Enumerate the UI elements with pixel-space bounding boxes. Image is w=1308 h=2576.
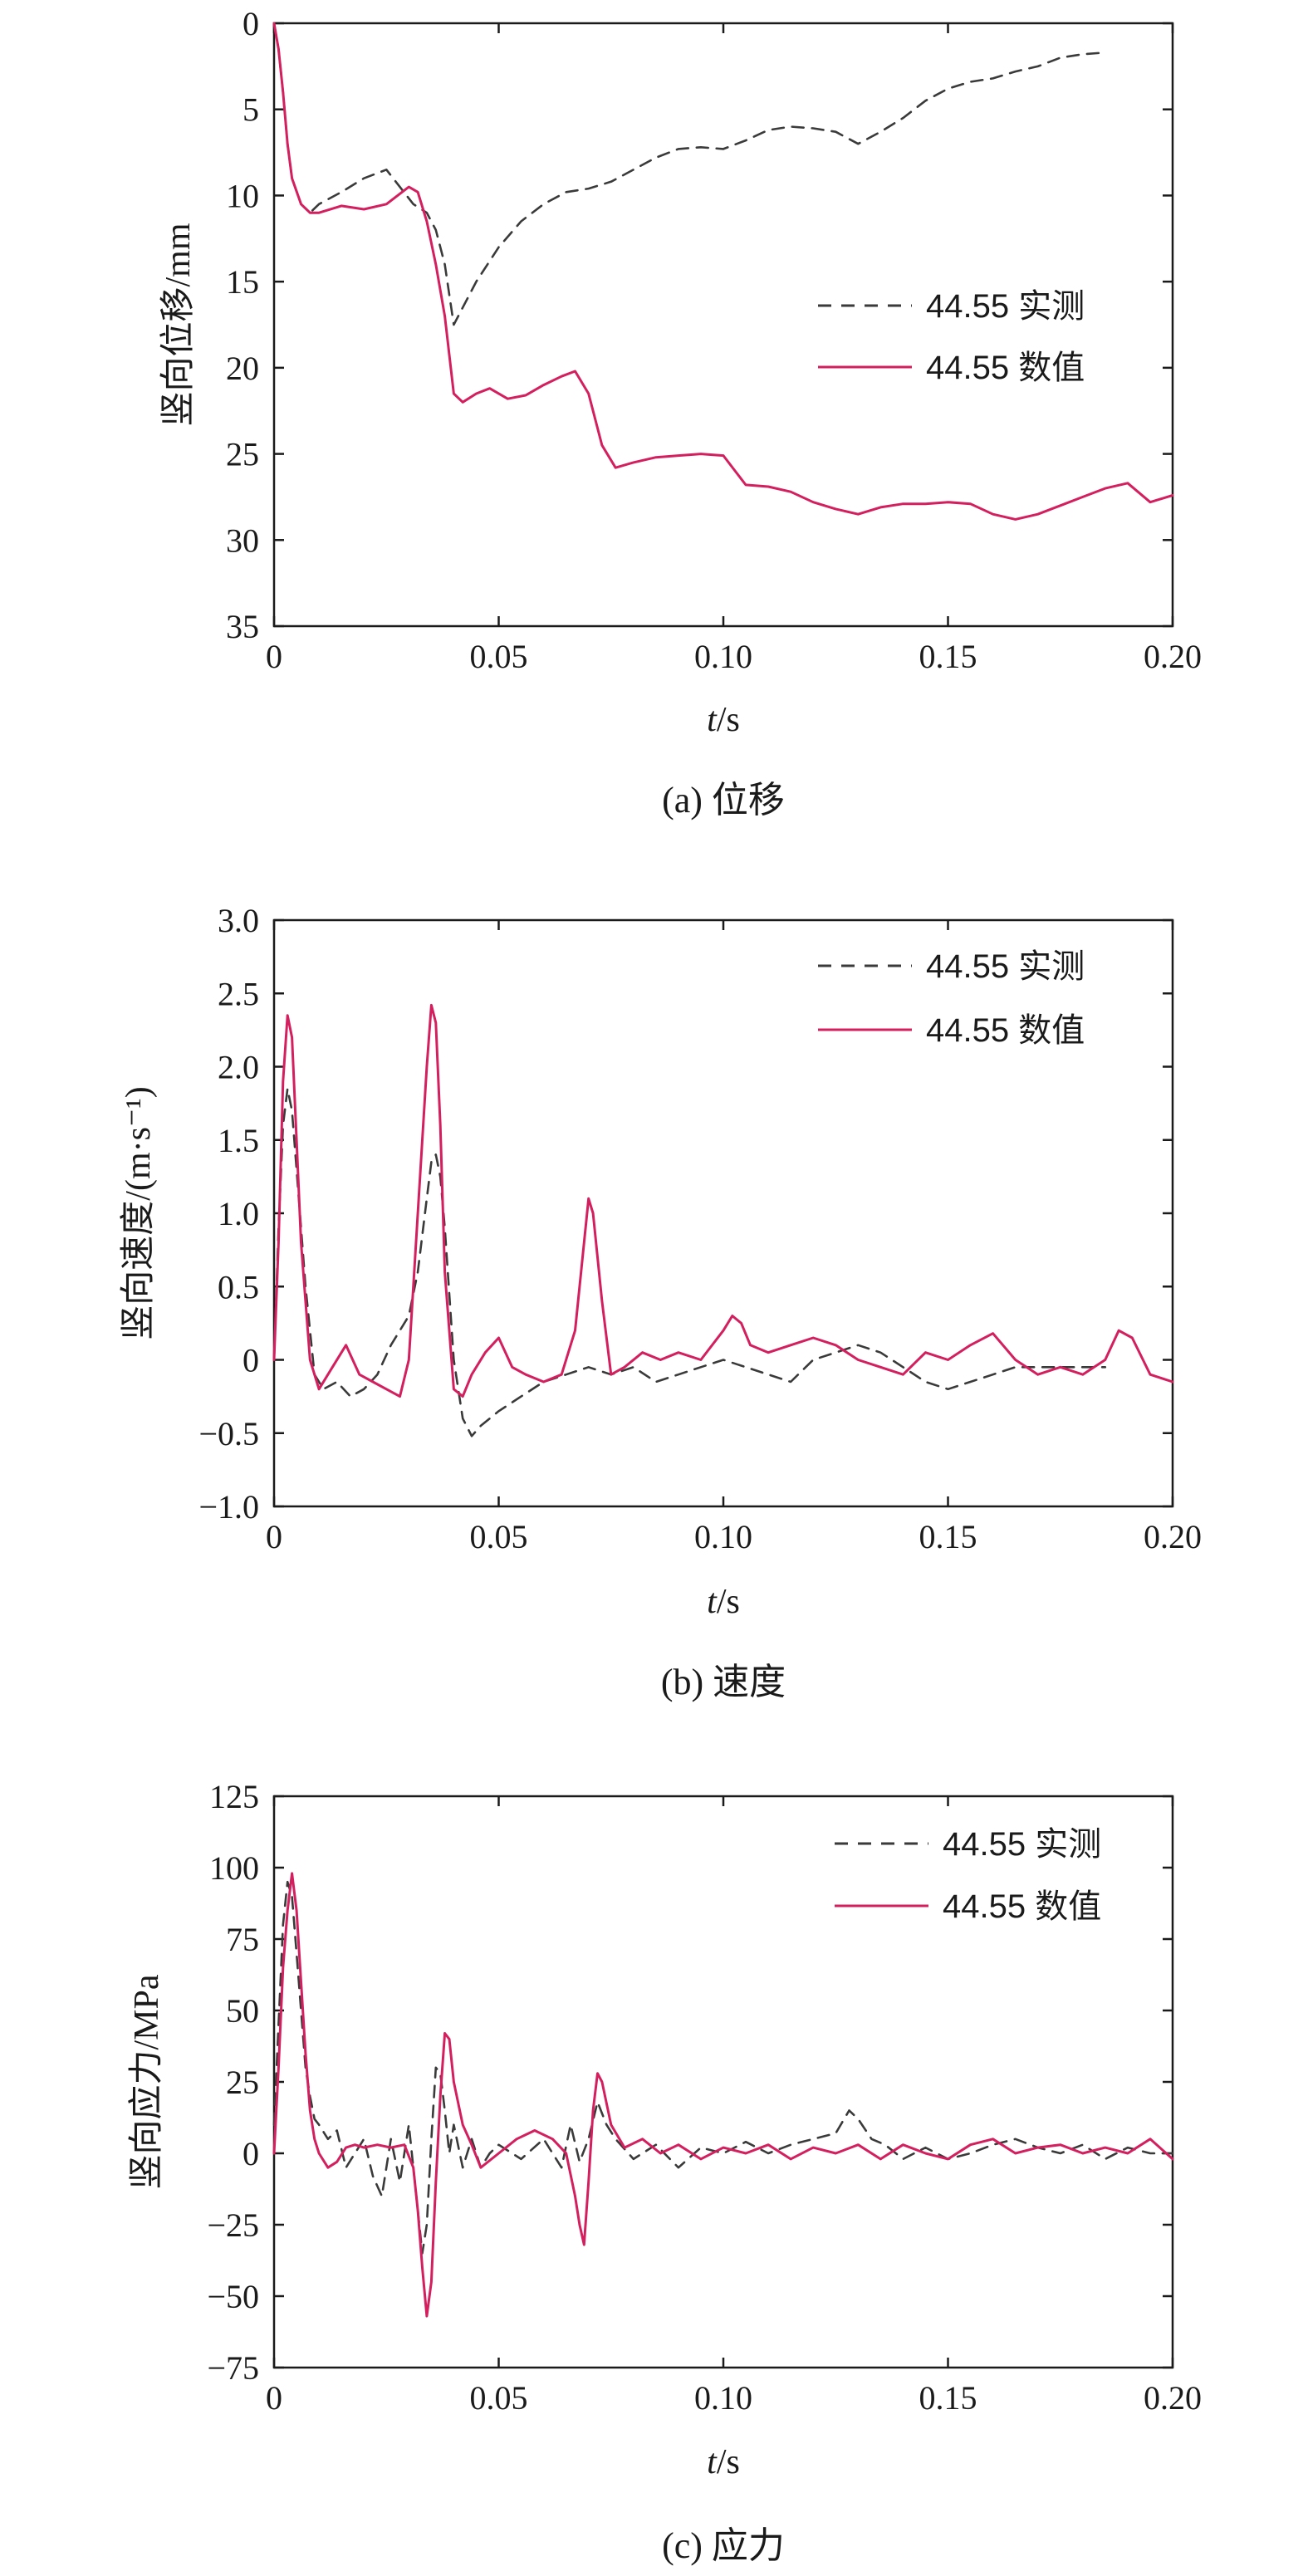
tick-marks (272, 918, 1174, 1508)
series-measured-line (272, 22, 1107, 326)
y-axis-title: 竖向位移/mm (159, 223, 198, 426)
plot-frame (272, 22, 1174, 628)
x-tick-label: 0 (266, 638, 282, 675)
y-tick-label: 30 (226, 522, 259, 559)
legend-label-numerical: 44.55 数值 (943, 1888, 1101, 1925)
y-tick-label: 35 (226, 608, 259, 645)
plot-frame (272, 918, 1174, 1508)
y-tick-label: 50 (226, 1992, 259, 2030)
x-tick-label: 0.20 (1144, 638, 1202, 675)
y-tick-label: 20 (226, 350, 259, 387)
y-tick-label: 1.0 (218, 1195, 259, 1232)
y-tick-label: 2.5 (218, 975, 259, 1012)
y-tick-labels: 0 5 10 15 20 25 30 35 (226, 5, 259, 645)
y-tick-label: 1.5 (218, 1122, 259, 1159)
x-tick-label: 0.15 (919, 2379, 977, 2417)
x-tick-label: 0.10 (694, 1518, 752, 1555)
y-tick-label: 15 (226, 263, 259, 301)
y-tick-label: 5 (242, 91, 259, 129)
y-tick-label: 3.0 (218, 902, 259, 939)
x-axis-title: t/s (707, 1583, 740, 1621)
y-tick-label: −75 (207, 2349, 259, 2387)
x-axis-title-var: t (707, 1583, 718, 1621)
x-tick-label: 0.20 (1144, 1518, 1202, 1555)
series-lines (272, 22, 1174, 521)
panel-stress: −75 −50 −25 0 25 50 75 100 125 0 0.05 0.10 0.15 0.20… (127, 1778, 1202, 2566)
x-axis-title: t/s (707, 701, 740, 739)
x-tick-label: 0.20 (1144, 2379, 1202, 2417)
x-axis-title-unit: /s (717, 701, 740, 739)
x-tick-labels: 0 0.05 0.10 0.15 0.20 (266, 1518, 1202, 1555)
y-tick-label: −0.5 (198, 1415, 259, 1452)
x-tick-label: 0.15 (919, 638, 977, 675)
x-tick-labels: 0 0.05 0.10 0.15 0.20 (266, 638, 1202, 675)
y-tick-label: 0 (242, 1342, 259, 1379)
series-measured-line (272, 1880, 1174, 2255)
x-tick-label: 0.05 (470, 1518, 528, 1555)
y-tick-label: 125 (209, 1778, 259, 1815)
series-numerical-line (272, 1003, 1174, 1398)
x-axis-title: t/s (707, 2443, 740, 2481)
x-axis-title-var: t (707, 701, 718, 739)
x-axis-title-unit: /s (717, 2443, 740, 2481)
y-axis-title: 竖向应力/MPa (127, 1974, 166, 2189)
x-tick-label: 0 (266, 1518, 282, 1555)
x-tick-label: 0 (266, 2379, 282, 2417)
legend: 44.55 实测 44.55 数值 (835, 1826, 1101, 1925)
y-tick-label: −50 (207, 2278, 259, 2315)
x-tick-labels: 0 0.05 0.10 0.15 0.20 (266, 2379, 1202, 2417)
x-tick-label: 0.10 (694, 2379, 752, 2417)
y-tick-label: 0 (242, 5, 259, 42)
legend-label-measured: 44.55 实测 (943, 1826, 1101, 1863)
x-tick-label: 0.10 (694, 638, 752, 675)
x-tick-label: 0.05 (470, 2379, 528, 2417)
y-tick-label: 25 (226, 2064, 259, 2101)
series-lines (272, 1003, 1174, 1437)
panel-caption: (a) 位移 (662, 780, 785, 820)
y-tick-label: 100 (209, 1849, 259, 1887)
legend: 44.55 实测 44.55 数值 (818, 948, 1085, 1049)
legend-label-numerical: 44.55 数值 (926, 350, 1085, 386)
y-tick-label: 25 (226, 436, 259, 473)
panel-caption: (c) 应力 (662, 2525, 785, 2566)
y-tick-label: 75 (226, 1921, 259, 1958)
series-numerical-line (272, 22, 1174, 521)
legend: 44.55 实测 44.55 数值 (818, 288, 1085, 386)
series-numerical-line (272, 1872, 1174, 2318)
tick-marks (272, 22, 1174, 628)
y-tick-label: 2.0 (218, 1049, 259, 1086)
panel-displacement: 0 5 10 15 20 25 30 35 0 0.05 0.10 0.15 0.20 竖向位移/mm… (159, 5, 1202, 820)
series-lines (272, 1872, 1174, 2318)
legend-label-measured: 44.55 实测 (926, 288, 1085, 325)
legend-label-measured: 44.55 实测 (926, 948, 1085, 985)
panel-velocity: −1.0 −0.5 0 0.5 1.0 1.5 2.0 2.5 3.0 0 0.05 0.10 0.1… (120, 902, 1202, 1702)
series-measured-line (272, 1087, 1107, 1437)
y-tick-label: −1.0 (198, 1488, 259, 1526)
x-axis-title-var: t (707, 2443, 718, 2481)
y-axis-title: 竖向速度/(m·s⁻¹) (120, 1086, 158, 1339)
plot-frame (272, 1795, 1174, 2369)
y-tick-label: −25 (207, 2206, 259, 2244)
panel-caption: (b) 速度 (661, 1662, 786, 1702)
y-tick-labels: −75 −50 −25 0 25 50 75 100 125 (207, 1778, 259, 2387)
y-tick-labels: −1.0 −0.5 0 0.5 1.0 1.5 2.0 2.5 3.0 (198, 902, 259, 1526)
x-axis-title-unit: /s (717, 1583, 740, 1621)
x-tick-label: 0.15 (919, 1518, 977, 1555)
y-tick-label: 0.5 (218, 1268, 259, 1305)
legend-label-numerical: 44.55 数值 (926, 1012, 1085, 1049)
x-tick-label: 0.05 (470, 638, 528, 675)
y-tick-label: 0 (242, 2135, 259, 2172)
y-tick-label: 10 (226, 177, 259, 214)
tick-marks (272, 1795, 1174, 2369)
